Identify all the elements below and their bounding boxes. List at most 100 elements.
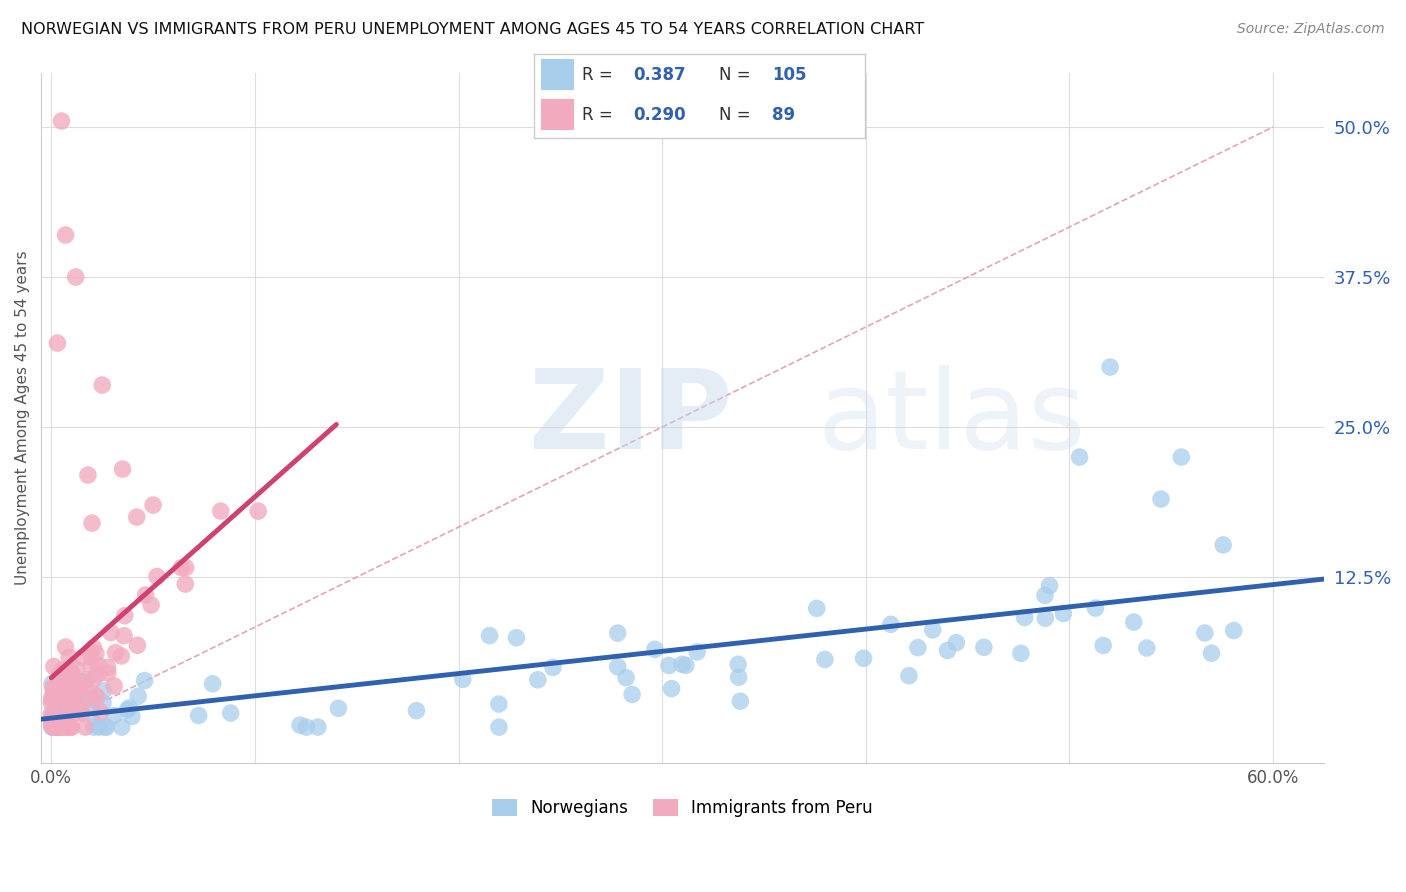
- Point: [135, 588, 157, 602]
- Point: [52, 683, 75, 698]
- Point: [41, 690, 63, 705]
- Point: [42, 720, 65, 734]
- Point: [42, 707, 65, 722]
- Text: ZIP: ZIP: [529, 365, 733, 472]
- Point: [80, 659, 103, 673]
- Point: [84, 647, 107, 661]
- Point: [814, 652, 837, 666]
- Point: [614, 671, 637, 685]
- Point: [48, 698, 70, 713]
- Point: [42, 713, 65, 727]
- Point: [1010, 646, 1032, 660]
- Point: [56, 681, 79, 696]
- Point: [187, 708, 209, 723]
- Point: [52, 697, 75, 711]
- Point: [46, 674, 69, 689]
- Point: [76, 692, 98, 706]
- Point: [56, 693, 79, 707]
- Point: [41, 676, 63, 690]
- Point: [1014, 610, 1036, 624]
- Point: [1194, 626, 1216, 640]
- Point: [1099, 359, 1122, 374]
- Point: [60, 720, 83, 734]
- Point: [83, 687, 105, 701]
- Point: [727, 657, 749, 672]
- Point: [1038, 579, 1060, 593]
- Point: [606, 626, 628, 640]
- Point: [84, 693, 107, 707]
- Y-axis label: Unemployment Among Ages 45 to 54 years: Unemployment Among Ages 45 to 54 years: [15, 251, 30, 585]
- Point: [63, 674, 86, 689]
- Point: [606, 660, 628, 674]
- Point: [328, 701, 350, 715]
- Point: [86, 657, 108, 672]
- Point: [80, 516, 103, 530]
- Point: [59, 665, 82, 680]
- Point: [48, 670, 70, 684]
- Point: [1170, 450, 1192, 464]
- Point: [55, 640, 77, 654]
- Point: [41, 692, 63, 706]
- Point: [62, 706, 84, 721]
- Point: [117, 703, 139, 717]
- Point: [45, 720, 67, 734]
- Point: [66, 693, 89, 707]
- Point: [541, 660, 564, 674]
- Point: [1035, 611, 1057, 625]
- Text: atlas: atlas: [817, 365, 1085, 472]
- Point: [44, 720, 66, 734]
- Point: [60, 691, 83, 706]
- Point: [675, 658, 697, 673]
- Point: [42, 720, 65, 734]
- Point: [44, 720, 66, 734]
- Point: [727, 670, 749, 684]
- Point: [45, 703, 67, 717]
- Point: [69, 698, 91, 712]
- Point: [82, 640, 104, 655]
- Point: [45, 710, 67, 724]
- Point: [41, 720, 63, 734]
- Point: [42, 688, 65, 702]
- Point: [86, 690, 108, 704]
- Point: [852, 651, 875, 665]
- Point: [1084, 601, 1107, 615]
- Point: [49, 689, 72, 703]
- Point: [907, 640, 929, 655]
- Point: [51, 114, 73, 128]
- Point: [96, 720, 118, 734]
- Point: [1223, 624, 1246, 638]
- Point: [63, 689, 86, 703]
- Point: [1122, 615, 1144, 629]
- Point: [730, 694, 752, 708]
- Point: [1092, 639, 1115, 653]
- Point: [55, 227, 77, 242]
- Point: [936, 643, 959, 657]
- Bar: [541, 99, 574, 130]
- Point: [139, 598, 162, 612]
- Point: [201, 677, 224, 691]
- Text: R =: R =: [582, 105, 619, 123]
- Point: [60, 665, 83, 679]
- Point: [69, 678, 91, 692]
- Point: [76, 673, 98, 687]
- Point: [87, 667, 110, 681]
- Point: [48, 720, 70, 734]
- Point: [42, 659, 65, 673]
- Point: [89, 720, 111, 734]
- Point: [46, 712, 69, 726]
- Text: 89: 89: [772, 105, 796, 123]
- Point: [41, 709, 63, 723]
- Point: [1212, 538, 1234, 552]
- Point: [58, 650, 80, 665]
- Point: [100, 625, 122, 640]
- Point: [58, 674, 80, 689]
- Point: [134, 673, 156, 688]
- Point: [880, 617, 903, 632]
- Point: [93, 683, 115, 698]
- Point: [307, 720, 329, 734]
- Point: [142, 498, 165, 512]
- Point: [209, 504, 232, 518]
- Text: NORWEGIAN VS IMMIGRANTS FROM PERU UNEMPLOYMENT AMONG AGES 45 TO 54 YEARS CORRELA: NORWEGIAN VS IMMIGRANTS FROM PERU UNEMPL…: [21, 22, 924, 37]
- Point: [114, 608, 136, 623]
- Point: [44, 681, 66, 695]
